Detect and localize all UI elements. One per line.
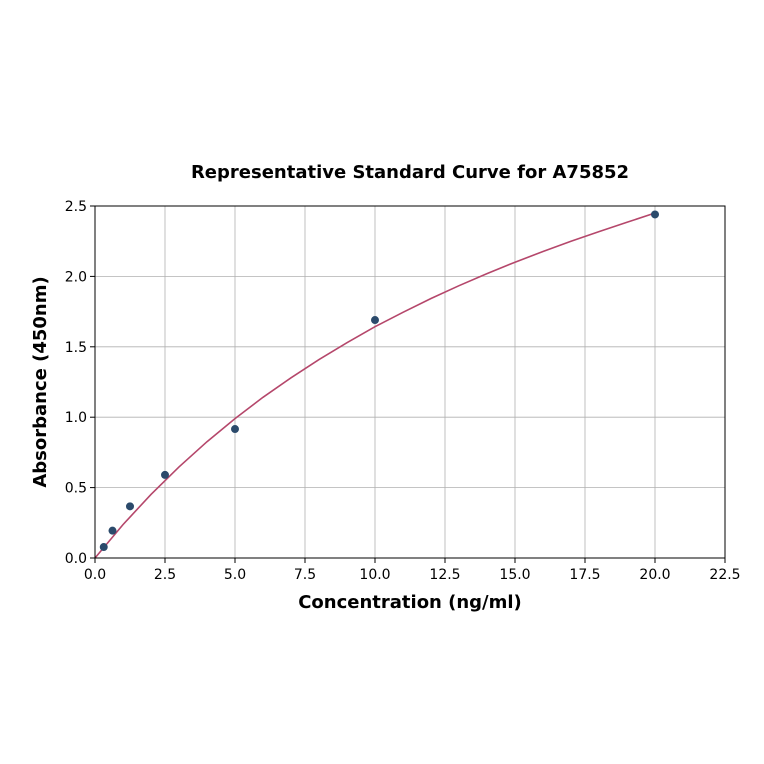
- y-tick-label: 1.5: [65, 340, 87, 356]
- x-tick-label: 5.0: [224, 567, 246, 583]
- data-point: [231, 425, 239, 434]
- data-point: [371, 316, 379, 325]
- x-tick-label: 7.5: [294, 567, 316, 583]
- x-tick-label: 15.0: [499, 567, 530, 583]
- fit-curve: [94, 212, 656, 559]
- data-point: [651, 210, 659, 219]
- x-tick-label: 20.0: [639, 567, 670, 583]
- data-point: [161, 470, 169, 479]
- x-tick-label: 12.5: [429, 567, 460, 583]
- data-point: [99, 543, 108, 552]
- data-point: [126, 502, 134, 511]
- data-point: [108, 526, 117, 535]
- x-tick-label: 22.5: [709, 567, 740, 583]
- y-tick-label: 2.5: [65, 199, 87, 215]
- y-axis-ticks: 0.0 0.5 1.0 1.5 2.0 2.5: [65, 199, 95, 567]
- x-tick-label: 17.5: [569, 567, 600, 583]
- chart-title: Representative Standard Curve for A75852: [191, 162, 629, 183]
- y-tick-label: 0.5: [65, 481, 87, 497]
- plot-frame: [94, 205, 726, 559]
- data-points: [99, 210, 659, 552]
- y-tick-label: 2.0: [65, 269, 87, 285]
- x-tick-label: 0.0: [84, 567, 106, 583]
- y-tick-label: 1.0: [65, 410, 87, 426]
- y-axis-label: Absorbance (450nm): [30, 276, 51, 487]
- x-tick-label: 10.0: [359, 567, 390, 583]
- x-tick-label: 2.5: [154, 567, 176, 583]
- x-axis-label: Concentration (ng/ml): [298, 592, 522, 613]
- x-axis-ticks: 0.0 2.5 5.0 7.5 10.0 12.5 15.0 17.5 20.0 22.5: [84, 558, 741, 583]
- y-tick-label: 0.0: [65, 551, 87, 567]
- grid: [94, 205, 726, 559]
